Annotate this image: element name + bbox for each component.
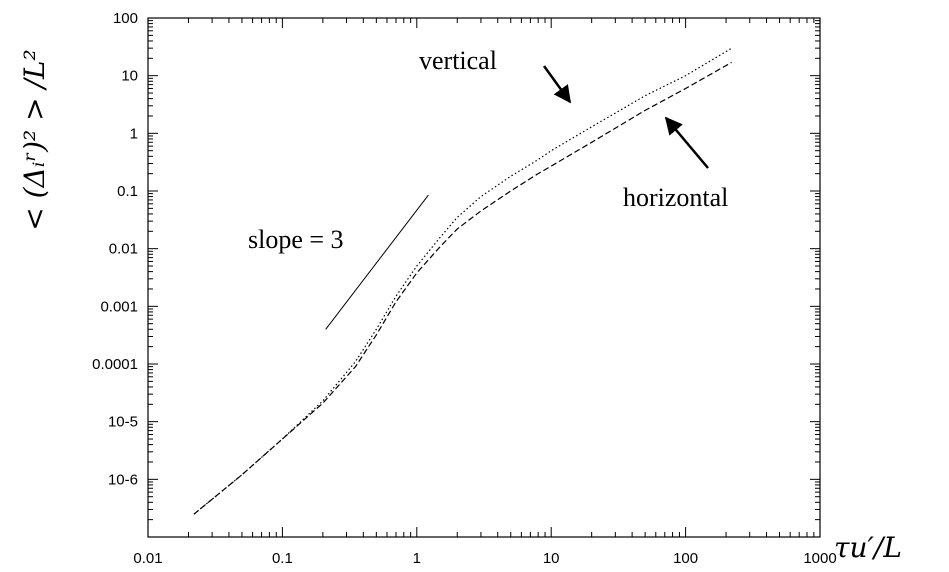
x-tick-label: 0.1 — [272, 550, 293, 567]
horizontal-arrow — [664, 116, 709, 169]
y-tick-label: 100 — [113, 10, 138, 27]
x-axis-title: τu′/L — [834, 531, 902, 564]
slope-annotation: slope = 3 — [248, 225, 344, 254]
x-tick-marks — [147, 18, 821, 537]
y-tick-labels: 100 10 1 0.1 0.01 0.001 0.0001 10-5 10-6 — [92, 10, 138, 488]
x-tick-label: 10 — [543, 550, 560, 567]
vertical-annotation: vertical — [419, 46, 497, 75]
y-tick-label: 0.01 — [109, 241, 138, 258]
x-tick-labels: 0.01 0.1 1 10 100 1000 — [133, 550, 836, 567]
x-tick-label: 0.01 — [133, 550, 162, 567]
slope-reference-line — [325, 194, 429, 330]
x-tick-label: 1 — [413, 550, 421, 567]
series-horizontal — [193, 61, 732, 515]
series-group — [193, 47, 732, 515]
y-tick-marks — [148, 20, 820, 538]
y-tick-label: 0.0001 — [92, 356, 138, 373]
x-tick-label: 100 — [673, 550, 698, 567]
vertical-arrow — [542, 65, 572, 104]
y-axis-title: < (Δᵢʳ)² > /L² — [18, 49, 51, 231]
y-tick-label: 10 — [121, 68, 138, 85]
y-tick-label: 10-6 — [108, 471, 138, 488]
y-tick-label: 10-5 — [108, 414, 138, 431]
horizontal-annotation: horizontal — [623, 183, 728, 212]
y-tick-label: 1 — [130, 125, 138, 142]
plot-frame — [147, 17, 821, 538]
series-vertical — [193, 47, 732, 515]
x-tick-label: 1000 — [803, 550, 836, 567]
y-tick-label: 0.001 — [100, 298, 138, 315]
y-tick-label: 0.1 — [117, 183, 138, 200]
